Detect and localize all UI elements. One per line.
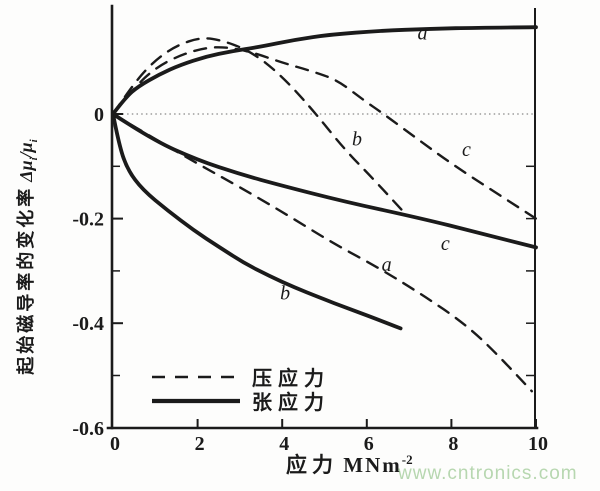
curve-tensile-b — [111, 112, 403, 331]
curve-label-compressive-c: c — [462, 139, 471, 161]
curve-compressive-b — [111, 37, 407, 215]
tick-labels: 0 2 4 6 8 10 0 -0.2 -0.4 -0.6 — [72, 104, 548, 455]
curve-tensile-c — [111, 112, 538, 250]
x-axis-unit-exponent: -2 — [401, 452, 413, 467]
x-tick-label: 8 — [448, 433, 458, 455]
x-tick-label: 6 — [364, 433, 374, 455]
curve-label-tensile-a: a — [418, 23, 428, 45]
y-tick-label: -0.4 — [72, 313, 104, 335]
x-tick-label: 2 — [195, 433, 205, 455]
y-tick-label: -0.6 — [72, 418, 104, 440]
y-axis-symbol-dmu: Δμ — [16, 160, 37, 182]
data-curves — [111, 25, 538, 393]
x-tick-label: 4 — [279, 433, 289, 455]
y-axis-label: 起始磁导率的变化率Δμi/μi — [12, 139, 40, 374]
legend-tensile-label: 张应力 — [252, 390, 330, 414]
curve-label-compressive-b: b — [352, 128, 362, 150]
x-tick-label: 0 — [110, 433, 120, 455]
x-axis-label-chinese: 应力 — [286, 453, 338, 477]
y-axis-symbol-sub2: i — [27, 139, 40, 143]
curve-tensile-a — [111, 25, 538, 116]
legend-compressive-label: 压应力 — [252, 366, 330, 390]
y-axis-symbol-sub1: i — [27, 157, 40, 161]
curve-label-tensile-c: c — [441, 233, 450, 255]
curve-compressive-c — [111, 46, 538, 220]
curve-compressive-a — [111, 112, 533, 393]
y-axis-symbol-over-mu: /μ — [16, 142, 37, 158]
curve-label-tensile-b: b — [280, 283, 290, 305]
watermark-text: www.cntronics.com — [397, 463, 578, 484]
x-axis-unit: MNm — [343, 453, 402, 477]
curve-letter-labels: a b c a b c — [280, 23, 471, 305]
x-tick-label: 10 — [528, 433, 548, 455]
legend: 压应力 张应力 — [152, 366, 330, 414]
curve-label-compressive-a: a — [382, 254, 392, 276]
y-axis-label-chinese: 起始磁导率的变化率 — [16, 185, 38, 375]
y-tick-label: 0 — [94, 104, 104, 126]
tick-marks — [112, 113, 537, 428]
x-axis-label: 应力 MNm-2 — [286, 449, 413, 479]
y-tick-label: -0.2 — [72, 209, 104, 231]
